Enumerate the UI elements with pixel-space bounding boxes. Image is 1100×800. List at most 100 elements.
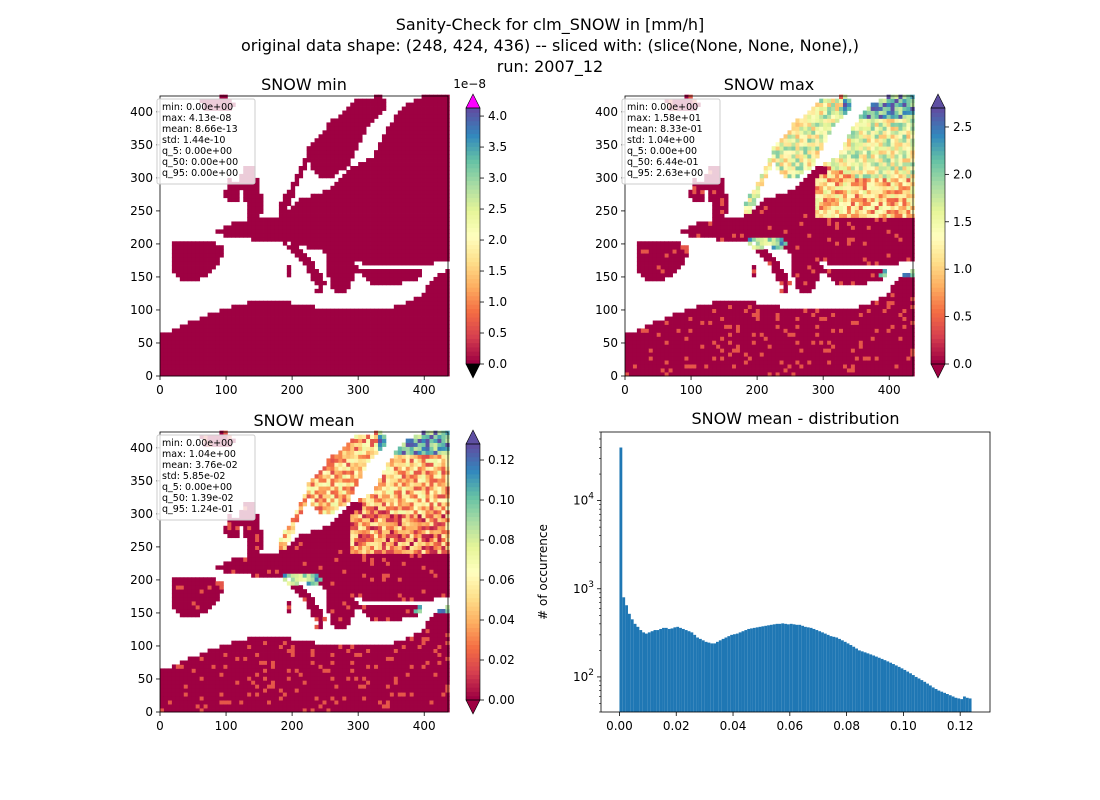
map-cell <box>429 324 434 329</box>
map-cell <box>803 265 808 270</box>
map-cell <box>377 177 383 183</box>
map-cell <box>771 336 776 341</box>
colorbar-segment <box>466 261 480 267</box>
map-cell <box>429 352 434 357</box>
map-cell <box>397 241 403 246</box>
map-cell <box>672 245 677 250</box>
map-cell <box>712 304 717 310</box>
map-cell <box>294 304 300 310</box>
map-cell <box>239 185 244 191</box>
map-cell <box>660 253 666 258</box>
map-cell <box>330 197 335 203</box>
map-cell <box>377 364 383 369</box>
map-cell <box>413 118 419 123</box>
map-cell <box>282 352 288 357</box>
map-cell <box>409 356 415 361</box>
map-cell <box>374 217 379 222</box>
map-cell <box>445 245 450 250</box>
map-cell <box>787 221 792 226</box>
map-panel-min: 0 100 200 300 400050100150200250300350400SNO… <box>130 75 507 397</box>
map-cell <box>243 320 248 325</box>
map-cell <box>397 154 403 159</box>
map-cell <box>243 344 248 349</box>
map-cell <box>334 126 339 131</box>
map-cell <box>171 332 177 337</box>
map-cell <box>732 332 737 337</box>
map-cell <box>688 336 693 341</box>
map-cell <box>366 344 371 349</box>
map-cell <box>247 320 252 325</box>
map-cell <box>823 130 828 135</box>
map-cell <box>314 154 319 159</box>
map-cell <box>278 332 284 337</box>
map-cell <box>441 185 446 191</box>
map-cell <box>326 193 331 199</box>
map-cell <box>807 257 812 262</box>
map-cell <box>652 360 658 365</box>
map-cell <box>791 257 796 262</box>
map-cell <box>267 328 272 333</box>
map-cell <box>354 106 359 111</box>
map-cell <box>811 324 816 329</box>
map-cell <box>409 102 415 107</box>
map-cell <box>445 134 450 139</box>
map-cell <box>716 352 721 357</box>
map-cell <box>417 253 422 258</box>
map-cell <box>437 253 442 258</box>
map-cell <box>358 340 363 345</box>
map-cell <box>409 158 415 163</box>
map-cell <box>732 229 737 234</box>
map-cell <box>211 340 216 345</box>
map-cell <box>401 372 407 377</box>
map-cell <box>235 372 240 377</box>
map-cell <box>377 217 383 222</box>
map-cell <box>625 348 630 353</box>
map-cell <box>708 340 713 345</box>
map-cell <box>203 340 208 345</box>
map-cell <box>409 344 415 349</box>
map-cell <box>354 336 359 341</box>
map-cell <box>676 352 681 357</box>
map-cell <box>270 221 276 226</box>
map-cell <box>664 360 669 365</box>
map-cell <box>330 272 335 278</box>
map-cell <box>409 213 415 218</box>
map-cell <box>783 138 788 143</box>
map-cell <box>779 201 784 207</box>
map-cell <box>354 173 359 179</box>
map-cell <box>421 221 426 226</box>
map-cell <box>425 122 430 127</box>
map-cell <box>338 245 343 250</box>
map-cell <box>716 316 721 321</box>
map-cell <box>274 221 280 226</box>
map-cell <box>267 344 272 349</box>
map-cell <box>401 241 407 246</box>
map-cell <box>377 146 383 151</box>
map-cell <box>664 356 669 361</box>
map-cell <box>302 324 308 329</box>
map-cell <box>771 324 776 329</box>
map-cell <box>656 272 662 278</box>
map-cell <box>700 312 705 317</box>
map-cell <box>704 225 709 230</box>
map-cell <box>791 237 796 242</box>
map-cell <box>644 276 650 282</box>
map-cell <box>282 348 288 353</box>
map-cell <box>358 98 363 103</box>
map-cell <box>235 197 240 203</box>
map-cell <box>389 261 395 266</box>
map-cell <box>362 336 367 341</box>
map-cell <box>314 162 319 167</box>
map-cell <box>350 173 355 179</box>
map-cell <box>783 356 788 361</box>
map-cell <box>712 348 717 353</box>
map-cell <box>322 217 327 222</box>
map-cell <box>787 280 792 286</box>
map-cell <box>207 324 212 329</box>
map-cell <box>243 193 248 199</box>
map-cell <box>362 272 367 278</box>
map-cell <box>381 241 387 246</box>
map-cell <box>370 340 375 345</box>
map-cell <box>775 269 780 274</box>
map-cell <box>803 253 808 258</box>
